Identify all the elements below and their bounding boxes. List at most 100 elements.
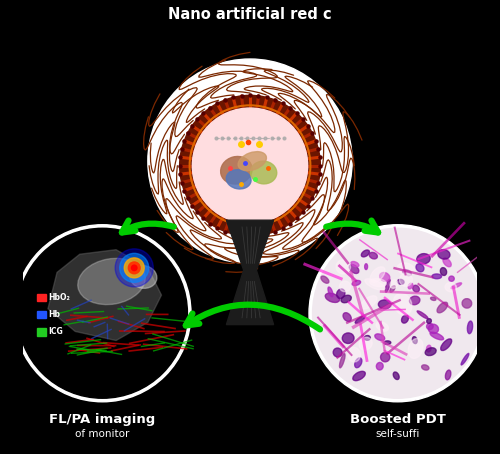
- Bar: [36, 294, 46, 301]
- Ellipse shape: [355, 316, 365, 323]
- Ellipse shape: [380, 272, 390, 281]
- Ellipse shape: [370, 267, 385, 282]
- Ellipse shape: [384, 341, 391, 345]
- Ellipse shape: [386, 279, 390, 292]
- Ellipse shape: [250, 161, 277, 184]
- Ellipse shape: [430, 297, 436, 301]
- Ellipse shape: [376, 322, 388, 331]
- Ellipse shape: [362, 250, 370, 257]
- Ellipse shape: [369, 252, 378, 259]
- Ellipse shape: [376, 362, 383, 370]
- Ellipse shape: [333, 348, 342, 357]
- Ellipse shape: [340, 354, 345, 368]
- Ellipse shape: [238, 152, 266, 171]
- Ellipse shape: [336, 289, 345, 299]
- Text: self-suffi: self-suffi: [376, 429, 420, 439]
- Ellipse shape: [426, 345, 431, 352]
- Ellipse shape: [428, 324, 438, 334]
- Ellipse shape: [380, 352, 390, 362]
- Ellipse shape: [226, 170, 251, 189]
- Ellipse shape: [425, 348, 436, 355]
- Polygon shape: [226, 220, 274, 325]
- Circle shape: [18, 228, 187, 398]
- Ellipse shape: [462, 299, 471, 308]
- Ellipse shape: [378, 300, 391, 309]
- Ellipse shape: [408, 283, 413, 289]
- Ellipse shape: [350, 265, 359, 273]
- Bar: [36, 311, 46, 318]
- Circle shape: [312, 228, 482, 398]
- Ellipse shape: [130, 266, 157, 288]
- Ellipse shape: [393, 372, 399, 380]
- Text: Hb: Hb: [48, 310, 60, 319]
- Ellipse shape: [375, 334, 384, 340]
- Circle shape: [120, 253, 149, 282]
- Ellipse shape: [359, 337, 372, 350]
- Ellipse shape: [416, 264, 424, 272]
- Ellipse shape: [437, 302, 448, 313]
- Ellipse shape: [440, 339, 452, 350]
- Ellipse shape: [445, 282, 456, 292]
- Ellipse shape: [426, 323, 433, 330]
- Ellipse shape: [412, 336, 417, 344]
- Ellipse shape: [426, 319, 432, 323]
- Ellipse shape: [417, 254, 430, 264]
- Ellipse shape: [408, 338, 423, 359]
- Ellipse shape: [394, 293, 412, 315]
- Ellipse shape: [348, 347, 360, 362]
- Ellipse shape: [412, 285, 420, 292]
- Circle shape: [14, 225, 191, 402]
- Ellipse shape: [417, 311, 428, 319]
- Text: of monitor: of monitor: [76, 429, 130, 439]
- Ellipse shape: [451, 283, 462, 289]
- Ellipse shape: [390, 280, 398, 288]
- Ellipse shape: [402, 315, 408, 323]
- Ellipse shape: [432, 274, 442, 279]
- Circle shape: [124, 258, 144, 278]
- Ellipse shape: [449, 276, 454, 281]
- Ellipse shape: [440, 268, 446, 276]
- Ellipse shape: [343, 313, 351, 321]
- Ellipse shape: [430, 332, 444, 340]
- Circle shape: [128, 262, 140, 274]
- Ellipse shape: [325, 293, 340, 302]
- Circle shape: [309, 225, 486, 402]
- Ellipse shape: [78, 258, 146, 305]
- Ellipse shape: [461, 354, 469, 365]
- Circle shape: [148, 59, 352, 263]
- Text: Nano artificial red c: Nano artificial red c: [168, 7, 332, 22]
- Ellipse shape: [365, 279, 385, 290]
- Ellipse shape: [422, 365, 429, 370]
- Ellipse shape: [340, 281, 350, 292]
- Circle shape: [132, 265, 137, 271]
- Ellipse shape: [361, 296, 377, 309]
- Ellipse shape: [398, 263, 414, 276]
- Ellipse shape: [353, 371, 366, 380]
- Ellipse shape: [400, 273, 412, 286]
- Ellipse shape: [398, 279, 404, 284]
- Ellipse shape: [390, 286, 395, 292]
- Ellipse shape: [370, 279, 386, 286]
- Ellipse shape: [410, 296, 420, 305]
- Ellipse shape: [328, 287, 333, 297]
- Ellipse shape: [364, 336, 370, 340]
- Ellipse shape: [342, 333, 354, 344]
- Ellipse shape: [438, 250, 450, 259]
- Ellipse shape: [321, 276, 329, 283]
- Bar: [36, 328, 46, 336]
- Text: ICG: ICG: [48, 327, 62, 336]
- Text: HbO₂: HbO₂: [48, 293, 70, 302]
- Circle shape: [115, 249, 154, 287]
- Text: Boosted PDT: Boosted PDT: [350, 414, 446, 426]
- Circle shape: [192, 108, 308, 223]
- Ellipse shape: [468, 321, 472, 334]
- Polygon shape: [48, 250, 162, 340]
- Ellipse shape: [336, 260, 350, 274]
- Ellipse shape: [352, 281, 360, 286]
- Text: FL/PA imaging: FL/PA imaging: [50, 414, 156, 426]
- Ellipse shape: [220, 157, 252, 184]
- Ellipse shape: [446, 370, 451, 380]
- Ellipse shape: [364, 264, 368, 270]
- Ellipse shape: [443, 258, 451, 267]
- Ellipse shape: [402, 270, 411, 276]
